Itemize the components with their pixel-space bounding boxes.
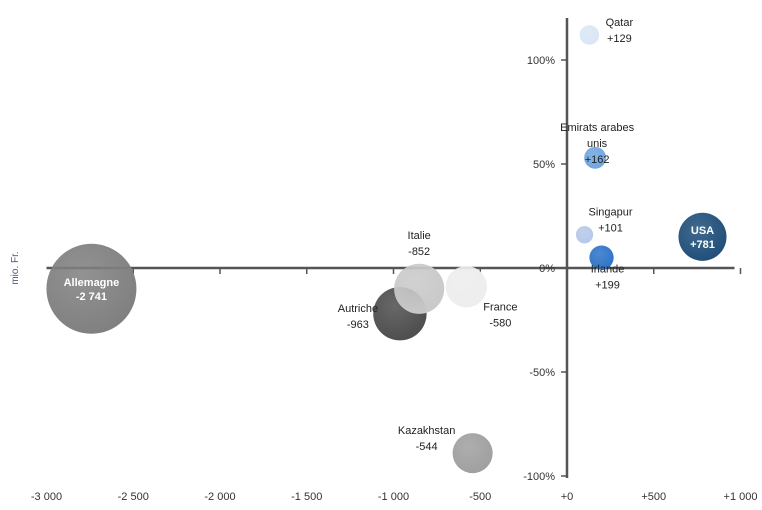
y-tick-label: -100% [523, 471, 555, 483]
bubble-qatar [579, 25, 600, 45]
bubble-value-label: +129 [607, 33, 632, 45]
axis-unit-label: mio. Fr. [10, 251, 21, 284]
bubble-value-label: +101 [598, 223, 623, 235]
x-tick-label: -2 500 [118, 491, 149, 503]
y-tick-label: 0% [539, 263, 555, 275]
bubble-usa [678, 212, 727, 261]
x-tick-label: -500 [469, 491, 491, 503]
bubble-name-label: France [483, 302, 517, 314]
bubble-name-label: Emirats arabes [560, 122, 634, 134]
bubble-name-label: Singapur [589, 207, 633, 219]
bubble-singapur [575, 226, 594, 244]
bubbles [46, 25, 727, 474]
bubble-value-label: -544 [416, 441, 438, 453]
x-tick-label: +1 000 [724, 491, 758, 503]
y-tick-label: -50% [529, 367, 555, 379]
bubble-value-label: -2 741 [76, 291, 107, 303]
x-tick-label: -2 000 [204, 491, 235, 503]
bubble-name-label: Irlande [591, 264, 625, 276]
bubble-name-label: Qatar [606, 17, 634, 29]
x-tick-label: +0 [561, 491, 574, 503]
bubble-value-label: +199 [595, 280, 620, 292]
bubble-name-label: USA [691, 225, 714, 237]
y-tick-label: 50% [533, 159, 555, 171]
x-tick-label: -3 000 [31, 491, 62, 503]
bubble-kazakhstan [452, 433, 493, 474]
bubble-labels: Allemagne -2 741 Autriche -963 Italie -852 Fra… [64, 17, 715, 453]
bubble-name-label: Italie [408, 230, 431, 242]
bubble-name-label: Autriche [338, 303, 378, 315]
axes: -3 000 -2 500 -2 000 -1 500 -1 000 -500 +0 +500… [10, 18, 757, 503]
y-tick-label: 100% [527, 55, 555, 67]
bubble-france [445, 266, 488, 308]
bubble-value-label: -963 [347, 319, 369, 331]
bubble-value-label: +781 [690, 239, 715, 251]
bubble-irlande [589, 245, 614, 270]
bubble-value-label: -580 [489, 318, 511, 330]
x-tick-label: +500 [641, 491, 666, 503]
bubble-allemagne [46, 243, 137, 334]
bubble-name-label: Allemagne [64, 277, 120, 289]
bubble-emirats-arabes-unis [584, 146, 607, 169]
x-tick-label: -1 000 [378, 491, 409, 503]
bubble-italie [394, 263, 445, 314]
bubble-value-label: -852 [408, 246, 430, 258]
bubble-name-label: unis [587, 138, 608, 150]
x-tick-label: -1 500 [291, 491, 322, 503]
bubble-value-label: +162 [585, 154, 610, 166]
bubble-name-label: Kazakhstan [398, 425, 455, 437]
